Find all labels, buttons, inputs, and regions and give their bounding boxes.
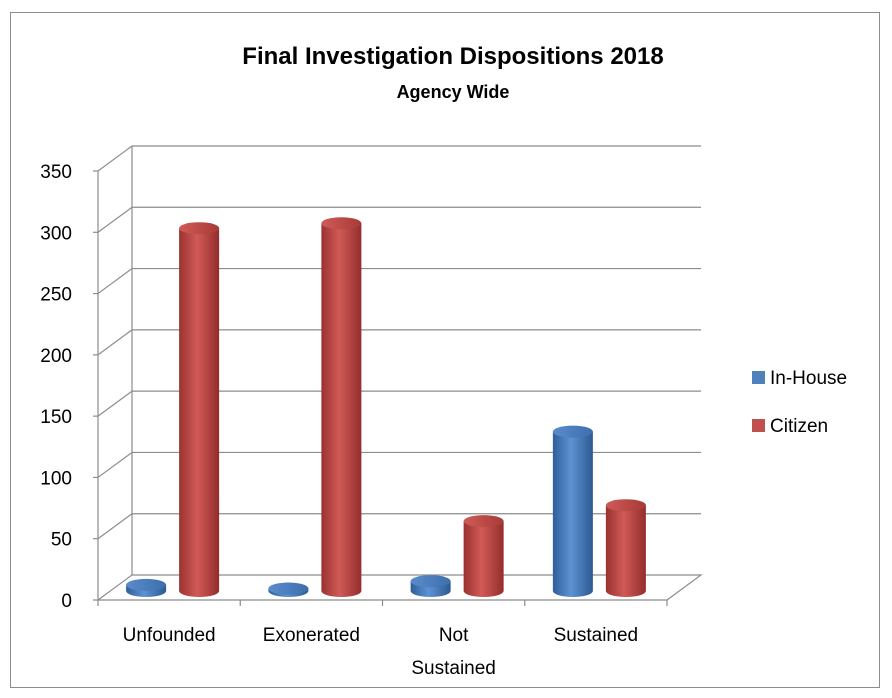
legend-label: In-House [770, 368, 847, 389]
bar-body [606, 505, 646, 597]
category-label-line: Exonerated [263, 625, 360, 646]
category-label-line: Not [439, 625, 469, 646]
bar-cap [179, 222, 219, 234]
legend-label: Citizen [770, 416, 828, 437]
bar [179, 222, 219, 597]
category-label: Sustained [554, 625, 639, 646]
y-tick-labels: 0 50 100 150 200 250 300 350 [40, 162, 72, 612]
bar-cap [126, 579, 166, 591]
y-tick-label: 350 [40, 162, 72, 183]
bar [411, 575, 451, 597]
legend-swatch [752, 371, 765, 384]
chart-subtitle: Agency Wide [397, 82, 510, 102]
bar-cap [268, 583, 308, 595]
y-tick-label: 200 [40, 346, 72, 367]
category-label: Unfounded [123, 625, 216, 646]
bar-cap [606, 499, 646, 511]
bar [553, 426, 593, 597]
category-label: Not Sustained [411, 625, 496, 679]
y-tick-label: 50 [51, 530, 72, 551]
bar-cap [464, 515, 504, 527]
legend-entry: In-House [752, 368, 847, 389]
bars [126, 217, 646, 597]
bar [268, 583, 308, 597]
legend-swatch [752, 419, 765, 432]
category-label-line: Sustained [411, 658, 496, 679]
legend-entry: Citizen [752, 416, 828, 437]
bar-cap [553, 426, 593, 438]
category-label-line: Sustained [554, 625, 639, 646]
y-tick-label: 300 [40, 223, 72, 244]
bar-body [179, 228, 219, 597]
y-tick-label: 150 [40, 407, 72, 428]
chart-title: Final Investigation Dispositions 2018 [242, 43, 663, 70]
bar [321, 217, 361, 597]
bar-body [321, 223, 361, 597]
y-tick-label: 0 [61, 591, 72, 612]
bar-body [553, 432, 593, 597]
category-label: Exonerated [263, 625, 360, 646]
category-labels: Unfounded Exonerated Not Sustained Sustained [123, 625, 638, 679]
bar-cap [321, 217, 361, 229]
y-tick-label: 250 [40, 285, 72, 306]
bar-cap [411, 575, 451, 587]
legend: In-House Citizen [752, 368, 847, 437]
bar [126, 579, 166, 597]
gridline [98, 146, 701, 171]
category-label-line: Unfounded [123, 625, 216, 646]
bar-body [464, 521, 504, 597]
bar [464, 515, 504, 597]
y-tick-label: 100 [40, 468, 72, 489]
bar [606, 499, 646, 597]
